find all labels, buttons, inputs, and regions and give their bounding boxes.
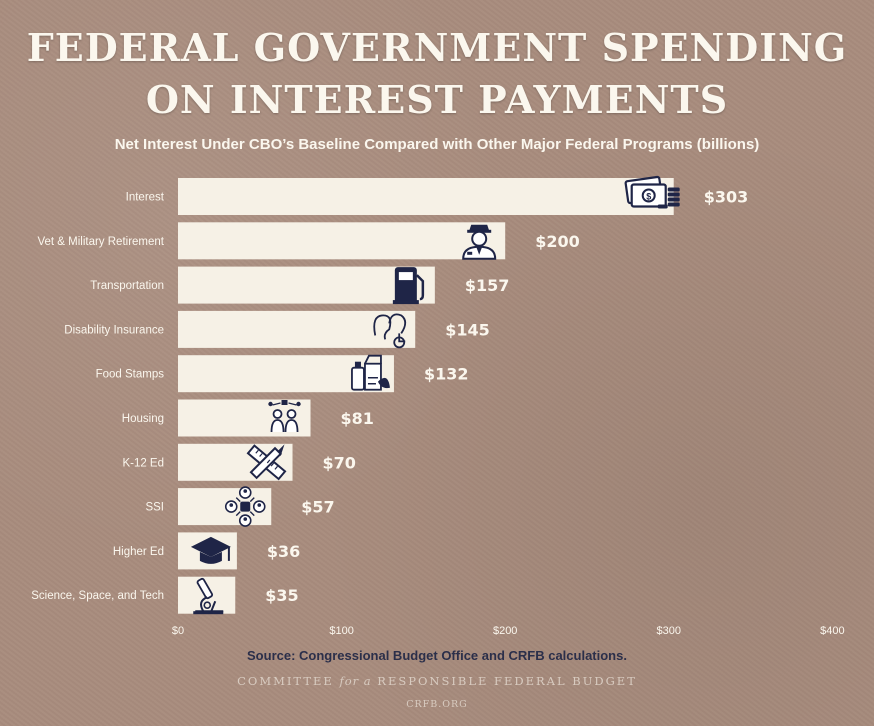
x-tick-label: $400	[820, 625, 844, 637]
money-icon: $	[624, 175, 680, 209]
chart-title-line-2: ON INTEREST PAYMENTS	[145, 77, 729, 122]
value-label: $57	[301, 498, 334, 517]
organization-name: COMMITTEE for a RESPONSIBLE FEDERAL BUDG…	[0, 674, 874, 688]
value-label: $200	[535, 232, 580, 251]
bar-chart: Interest $ $303 Vet & Military Retirement $2…	[31, 175, 845, 637]
category-label: Higher Ed	[113, 546, 164, 558]
family-housing-icon	[268, 400, 301, 433]
groceries-icon	[351, 354, 390, 391]
value-label: $157	[465, 276, 510, 295]
value-label: $81	[341, 409, 374, 428]
bar	[178, 266, 435, 304]
value-label: $36	[267, 542, 300, 561]
value-label: $145	[445, 320, 490, 339]
fuel-pump-icon	[392, 267, 425, 305]
svg-text:$: $	[646, 192, 651, 202]
category-label: Science, Space, and Tech	[31, 590, 164, 602]
org-suffix: RESPONSIBLE FEDERAL BUDGET	[377, 674, 637, 688]
chart-title-line-1: FEDERAL GOVERNMENT SPENDING	[26, 25, 848, 70]
bar	[178, 222, 506, 260]
value-label: $70	[323, 453, 356, 472]
bar	[178, 178, 674, 215]
value-label: $132	[424, 365, 469, 384]
category-label: Interest	[126, 192, 165, 204]
website-label: CRFB.ORG	[406, 699, 468, 710]
chart-subtitle: Net Interest Under CBO’s Baseline Compar…	[114, 136, 760, 153]
category-label: SSI	[145, 502, 164, 514]
category-label: Housing	[122, 413, 164, 425]
category-label: K-12 Ed	[122, 457, 164, 469]
x-tick-label: $0	[172, 625, 184, 637]
disability-icon	[373, 313, 407, 349]
veteran-icon	[462, 224, 497, 260]
ssi-network-icon	[224, 486, 266, 527]
org-prefix: COMMITTEE	[237, 674, 334, 688]
category-label: Transportation	[90, 280, 164, 292]
value-label: $303	[704, 188, 749, 207]
source-note: Source: Congressional Budget Office and …	[247, 648, 627, 663]
value-label: $35	[265, 586, 298, 605]
x-tick-label: $300	[657, 625, 681, 637]
category-label: Food Stamps	[96, 369, 165, 381]
org-italic: for a	[339, 674, 372, 688]
x-tick-label: $200	[493, 625, 517, 637]
x-tick-label: $100	[329, 625, 353, 637]
bar	[178, 310, 416, 348]
ruler-pencil-icon	[246, 444, 287, 481]
microscope-icon	[193, 577, 224, 615]
category-label: Vet & Military Retirement	[37, 236, 164, 248]
graduation-cap-icon	[190, 536, 231, 564]
category-label: Disability Insurance	[64, 324, 164, 336]
